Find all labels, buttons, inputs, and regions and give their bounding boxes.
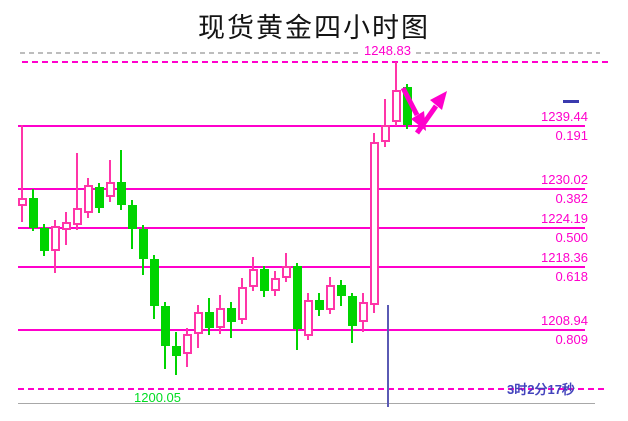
candle-body: [337, 285, 346, 297]
candle-body: [238, 287, 247, 320]
candle-body: [227, 307, 236, 322]
candle-wick: [384, 99, 386, 147]
current-bar-marker-line: [387, 305, 389, 407]
candle-body: [150, 258, 159, 307]
candle-body: [304, 299, 313, 337]
candle-wick: [21, 125, 23, 223]
fib-price-label: 1224.19: [541, 211, 588, 226]
candle-body: [348, 296, 357, 327]
fib-price-label: 1230.02: [541, 172, 588, 187]
candle-body: [95, 186, 104, 209]
candle-body: [161, 306, 170, 346]
fib-price-label: 1239.44: [541, 109, 588, 124]
candle-body: [403, 87, 412, 126]
candle-body: [106, 182, 115, 197]
fib-level-line: [18, 125, 585, 127]
candle-body: [128, 204, 137, 230]
candle-body: [359, 302, 368, 323]
candle-body: [293, 265, 302, 329]
swing-high-price-label: 1248.83: [362, 43, 413, 58]
candle-body: [117, 182, 126, 205]
fib-level-line: [18, 227, 585, 229]
fib-ratio-label: 0.500: [555, 230, 588, 245]
fib-ratio-label: 0.382: [555, 191, 588, 206]
candle-body: [205, 311, 214, 329]
swing-high-dashed-line: [22, 61, 608, 63]
candle-body: [84, 184, 93, 214]
candle-body: [392, 90, 401, 122]
candle-body: [315, 299, 324, 310]
candle-wick: [120, 150, 122, 210]
candle-body: [216, 307, 225, 329]
candle-body: [40, 228, 49, 252]
fib-level-line: [18, 188, 585, 190]
fib-ratio-label: 0.618: [555, 269, 588, 284]
current-price-tick: [563, 100, 579, 103]
candle-body: [51, 225, 60, 252]
x-axis-line: [18, 403, 595, 404]
candle-body: [73, 208, 82, 226]
candle-body: [172, 345, 181, 356]
top-boundary-dashed-line: [20, 52, 600, 54]
candle-body: [381, 124, 390, 142]
candle-countdown-label: 3时2分17秒: [507, 382, 575, 397]
candle-body: [370, 141, 379, 305]
candle-body: [183, 333, 192, 355]
candle-body: [326, 285, 335, 310]
fib-ratio-label: 0.191: [555, 128, 588, 143]
fib-price-label: 1218.36: [541, 250, 588, 265]
candle-body: [62, 221, 71, 230]
candle-body: [282, 265, 291, 279]
swing-low-price-label: 1200.05: [134, 390, 181, 405]
candle-body: [29, 197, 38, 229]
fib-price-label: 1208.94: [541, 313, 588, 328]
candle-body: [249, 269, 258, 288]
fib-ratio-label: 0.809: [555, 332, 588, 347]
page-title: 现货黄金四小时图: [198, 13, 430, 43]
fib-level-line: [18, 329, 585, 331]
swing-low-dashed-line: [18, 388, 608, 390]
candle-body: [260, 269, 269, 292]
candle-body: [18, 197, 27, 206]
candle-wick: [109, 160, 111, 202]
candle-body: [271, 278, 280, 292]
candle-body: [139, 229, 148, 259]
candle-wick: [76, 152, 78, 230]
candle-body: [194, 311, 203, 334]
